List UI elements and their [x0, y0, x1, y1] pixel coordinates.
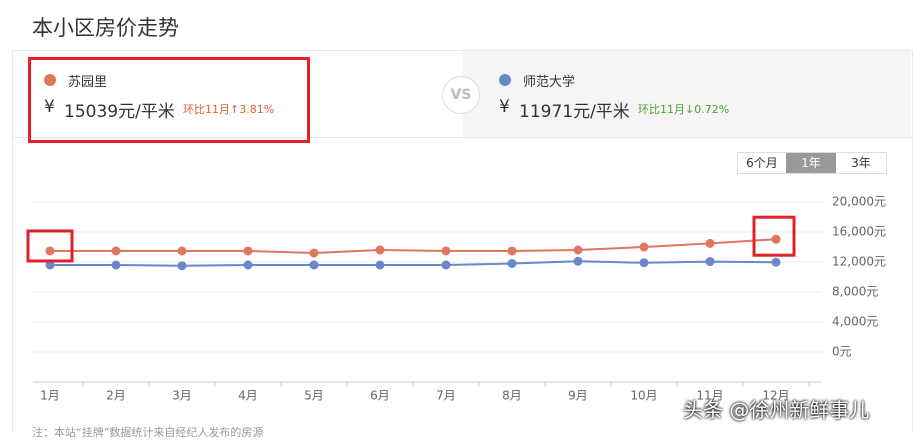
highlight-box	[26, 229, 74, 263]
button-active[interactable]: 1年	[786, 153, 836, 173]
point	[507, 246, 517, 256]
point	[507, 259, 517, 268]
series-line	[50, 260, 777, 267]
point	[441, 260, 451, 270]
x-tick-label: 7月	[436, 389, 456, 403]
point	[243, 246, 253, 256]
vs-badge: VS	[442, 76, 480, 114]
range-buttons: 6个月 1年 3年	[737, 152, 887, 174]
left-price: 15039元/平米	[64, 102, 175, 122]
highlight-box	[28, 57, 310, 143]
point	[375, 245, 385, 255]
point	[309, 248, 319, 258]
x-tick-label: 1月	[40, 389, 60, 403]
right-change: 环比11月↓0.72%	[638, 103, 730, 116]
point	[45, 246, 55, 256]
point	[573, 256, 583, 266]
y-tick-label: 0元	[832, 345, 852, 359]
y-tick-label: 4,000元	[832, 315, 878, 329]
point	[639, 242, 649, 252]
point	[111, 246, 121, 256]
point	[573, 245, 583, 255]
title: 本小区房价走势	[32, 16, 179, 40]
point	[177, 246, 187, 256]
right-name: 师范大学	[523, 75, 576, 90]
button[interactable]: 6个月	[746, 156, 778, 170]
left-dot	[44, 74, 56, 86]
x-tick-label: 5月	[304, 389, 324, 403]
point	[639, 258, 649, 268]
right-box	[463, 51, 911, 137]
x-tick-label: 3月	[172, 389, 192, 403]
button[interactable]: 3年	[851, 156, 871, 170]
point	[441, 246, 451, 256]
point	[705, 238, 715, 248]
left-currency: ¥	[44, 97, 55, 117]
y-tick-label: 20,000元	[832, 195, 886, 209]
x-tick-label: 2月	[106, 389, 126, 403]
note: 注：本站“挂牌”数据统计来自经纪人发布的房源	[32, 426, 264, 439]
point	[177, 261, 187, 271]
point	[111, 260, 121, 270]
series-line	[50, 238, 777, 255]
x-tick-label: 10月	[630, 389, 657, 403]
x-tick-label: 11月	[696, 389, 723, 403]
y-tick-label: 16,000元	[832, 225, 886, 239]
point	[45, 260, 55, 270]
watermark: 头条 @徐州新鲜事儿	[683, 398, 870, 422]
point	[375, 260, 385, 270]
divider	[12, 137, 912, 138]
x-tick-label: 6月	[370, 389, 390, 403]
x-tick-label: 9月	[568, 389, 588, 403]
point	[705, 257, 715, 267]
point	[243, 260, 253, 270]
x-tick-label: 8月	[502, 389, 522, 403]
point	[309, 260, 319, 270]
point	[771, 257, 781, 267]
point	[771, 234, 781, 244]
right-currency: ¥	[499, 97, 510, 117]
x-tick-label: 4月	[238, 389, 258, 403]
highlight-box	[752, 215, 796, 257]
left-change: 环比11月↑3.81%	[183, 103, 275, 116]
right-dot	[499, 74, 511, 86]
x-tick-label: 12月	[762, 389, 789, 403]
right-price: 11971元/平米	[519, 102, 630, 122]
y-tick-label: 12,000元	[832, 255, 886, 269]
left-name: 苏园里	[68, 75, 108, 90]
y-tick-label: 8,000元	[832, 285, 878, 299]
